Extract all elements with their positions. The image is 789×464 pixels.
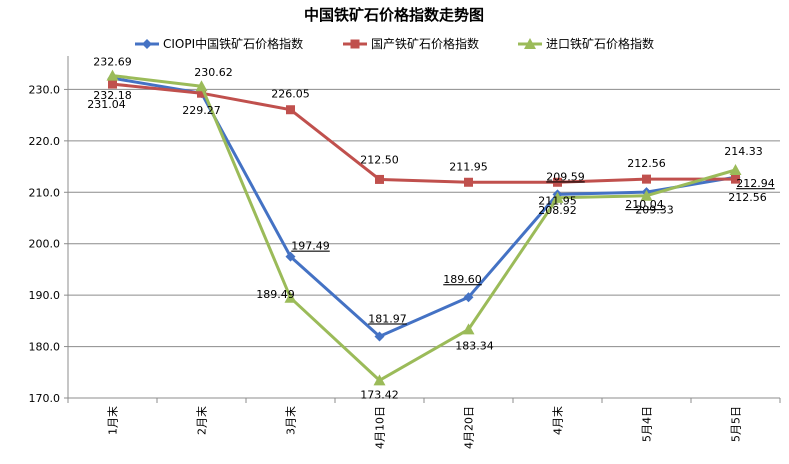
data-point (286, 105, 295, 115)
y-tick-label: 170.0 (29, 392, 61, 405)
data-point (462, 323, 475, 335)
data-label: 209.33 (635, 204, 674, 217)
data-label: 226.05 (271, 88, 310, 101)
y-tick-label: 180.0 (29, 341, 61, 354)
data-label: 189.60 (443, 273, 482, 286)
data-label: 231.04 (87, 98, 126, 111)
data-point (284, 291, 297, 303)
data-label: 181.97 (368, 312, 407, 325)
y-tick-label: 230.0 (29, 83, 61, 96)
data-labels: 232.18 229.27 197.49 181.97 189.60 209.59 210.… (87, 56, 775, 402)
series-line (112, 82, 736, 184)
y-tick-label: 200.0 (29, 238, 61, 251)
data-point (195, 80, 208, 92)
legend-marker (350, 39, 360, 49)
y-tick-label: 220.0 (29, 135, 61, 148)
legend-marker (524, 38, 536, 49)
data-point (551, 191, 564, 203)
axes: 170.0 180.0 190.0 200.0 210.0 220.0 230.0 1月末 2月… (29, 56, 781, 449)
data-label: 212.56 (728, 191, 767, 204)
chart-title: 中国铁矿石价格指数走势图 (304, 6, 484, 24)
data-point (108, 79, 117, 89)
data-label: 189.49 (256, 288, 295, 301)
legend: CIOPI中国铁矿石价格指数 国产铁矿石价格指数 进口铁矿石价格指数 (135, 36, 654, 51)
legend-label: CIOPI中国铁矿石价格指数 (163, 36, 303, 51)
data-point (373, 374, 386, 386)
data-point (197, 88, 206, 98)
data-point (640, 189, 653, 201)
x-tick-label: 5月5日 (730, 406, 743, 442)
data-label: 208.92 (538, 204, 577, 217)
legend-label: 国产铁矿石价格指数 (371, 36, 479, 51)
gridlines (68, 88, 780, 348)
x-tick-label: 1月末 (106, 406, 120, 435)
data-label: 212.50 (360, 153, 399, 166)
legend-marker (142, 39, 152, 49)
x-tick-label: 4月10日 (374, 406, 387, 449)
x-tick-label: 5月4日 (641, 406, 654, 442)
data-point (729, 164, 742, 176)
series-layer (106, 69, 742, 386)
x-tick-label: 3月末 (284, 406, 298, 435)
legend-item-1: CIOPI中国铁矿石价格指数 (135, 36, 303, 51)
data-label: 212.94 (736, 177, 775, 190)
legend-label: 进口铁矿石价格指数 (546, 36, 654, 51)
data-label: 229.27 (182, 104, 221, 117)
data-label: 211.95 (449, 160, 488, 173)
legend-item-3: 进口铁矿石价格指数 (518, 36, 654, 51)
data-label: 173.42 (360, 388, 399, 401)
x-tick-label: 4月末 (551, 406, 565, 435)
data-label: 232.69 (93, 56, 132, 69)
series-3 (106, 69, 742, 386)
data-point (285, 251, 296, 262)
y-tick-label: 210.0 (29, 186, 61, 199)
data-label: 232.18 (93, 89, 132, 102)
x-tick-label: 2月末 (195, 406, 209, 435)
data-point (374, 331, 385, 342)
data-label: 210.04 (625, 198, 664, 211)
x-tick-label: 4月20日 (463, 406, 476, 449)
data-label: 230.62 (194, 66, 233, 79)
data-point (464, 177, 473, 187)
data-label: 197.49 (291, 240, 330, 253)
legend-item-2: 国产铁矿石价格指数 (343, 36, 479, 51)
y-tick-label: 190.0 (29, 289, 61, 302)
data-point (642, 174, 651, 184)
data-point (375, 174, 384, 184)
data-label: 209.59 (546, 170, 585, 183)
data-point (106, 69, 119, 81)
data-point (463, 292, 474, 303)
data-label: 183.34 (455, 339, 494, 352)
data-point (553, 177, 562, 187)
data-point (731, 174, 740, 184)
data-label: 214.33 (724, 145, 763, 158)
series-line (112, 74, 736, 382)
data-label: 212.56 (627, 157, 666, 170)
data-label: 211.95 (538, 194, 577, 207)
series-2 (108, 79, 740, 187)
